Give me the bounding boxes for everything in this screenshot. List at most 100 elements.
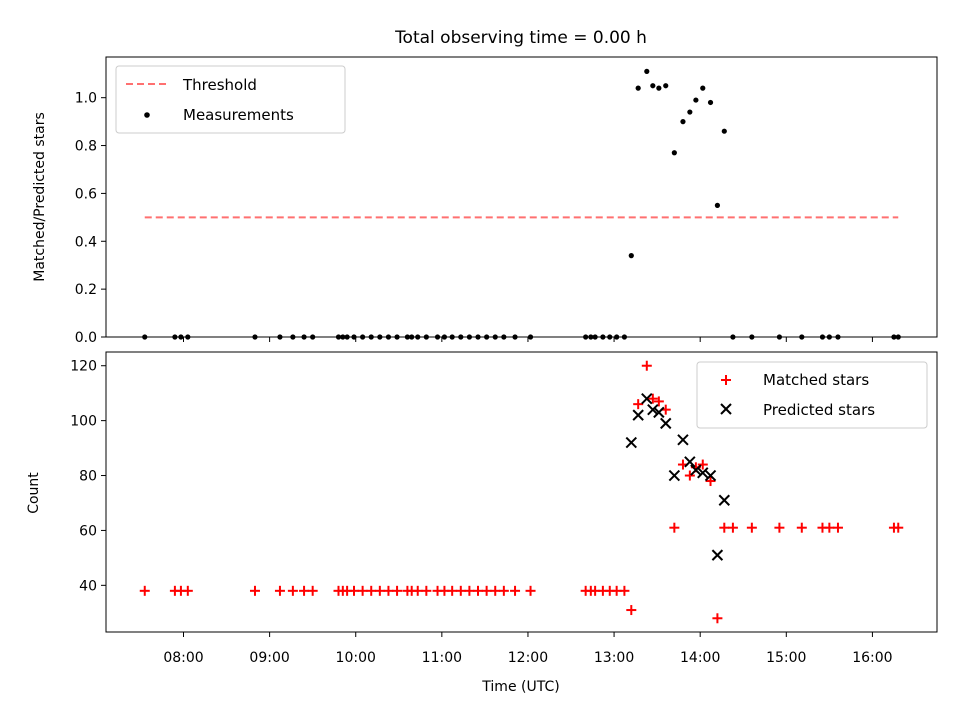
- bottom-xtick-label: 16:00: [852, 650, 892, 666]
- legend-predicted-swatch: [720, 403, 732, 415]
- matched-star-point: [366, 585, 377, 596]
- bottom-plot-frame: [105, 351, 938, 633]
- matched-star-point: [274, 585, 285, 596]
- top-ylabel: Matched/Predicted stars: [32, 112, 48, 282]
- legend-threshold-label: Threshold: [182, 76, 257, 94]
- matched-star-point: [619, 585, 630, 596]
- matched-star-point: [796, 522, 807, 533]
- measurement-point: [687, 109, 693, 115]
- predicted-star-point: [641, 392, 653, 405]
- bottom-ytick-label: 40: [79, 578, 97, 594]
- top-ytick-label: 0.8: [75, 139, 97, 155]
- matched-star-point: [299, 585, 310, 596]
- predicted-star-point: [647, 403, 659, 416]
- predicted-star-point: [668, 469, 681, 482]
- matched-star-point: [712, 613, 723, 624]
- matched-star-point: [374, 585, 385, 596]
- bottom-xtick-label: 14:00: [680, 650, 720, 666]
- predicted-star-point: [677, 434, 689, 446]
- measurement-point: [663, 83, 669, 89]
- measurement-point: [700, 85, 706, 91]
- matched-star-point: [421, 585, 432, 596]
- matched-star-point: [774, 522, 785, 533]
- predicted-star-point: [684, 456, 696, 468]
- matched-star-point: [481, 585, 492, 596]
- matched-star-point: [719, 522, 730, 533]
- bottom-ytick-label: 120: [70, 359, 97, 375]
- matched-star-point: [139, 585, 150, 596]
- matched-star-point: [307, 585, 318, 596]
- bottom-xtick-label: 15:00: [766, 650, 806, 666]
- bottom-xtick-label: 13:00: [594, 650, 634, 666]
- measurement-point: [721, 128, 727, 134]
- matched-star-point: [525, 585, 536, 596]
- top-legend: Threshold Measurements: [115, 65, 346, 134]
- predicted-star-point: [711, 549, 724, 561]
- predicted-star-point: [660, 417, 672, 430]
- matched-star-point: [653, 396, 664, 407]
- matched-star-point: [287, 585, 298, 596]
- predicted-star-point: [653, 406, 665, 419]
- matched-star-point: [392, 585, 403, 596]
- matched-star-point: [705, 476, 716, 487]
- measurement-point: [644, 68, 650, 74]
- bottom-panel: Count Time (UTC) 40 60 80 100 120 08:00 09:00 1…: [26, 351, 938, 695]
- matched-star-point: [249, 585, 260, 596]
- matched-star-point: [746, 522, 757, 533]
- matched-star-point: [510, 585, 521, 596]
- predicted-star-point: [690, 464, 702, 476]
- predicted-star-point: [697, 467, 709, 479]
- top-ytick-label: 0.0: [75, 330, 97, 346]
- bottom-ylabel: Count: [26, 472, 42, 514]
- bottom-xtick-label: 11:00: [422, 650, 462, 666]
- measurement-point: [656, 85, 662, 91]
- matched-star-point: [669, 522, 680, 533]
- matched-star-point: [349, 585, 360, 596]
- measurement-point: [707, 99, 714, 106]
- matched-star-point: [893, 522, 904, 533]
- top-ytick-label: 1.0: [75, 91, 97, 107]
- top-ytick-label: 0.2: [75, 282, 97, 298]
- matched-star-point: [383, 585, 394, 596]
- measurement-point: [635, 85, 641, 91]
- bottom-xtick-label: 12:00: [508, 650, 548, 666]
- legend-measurements-label: Measurements: [183, 106, 294, 124]
- measurement-point: [680, 119, 686, 125]
- bottom-legend: Matched stars Predicted stars: [696, 361, 928, 429]
- predicted-star-point: [625, 436, 638, 449]
- bottom-xtick-label: 08:00: [163, 650, 203, 666]
- top-plot-frame: [105, 56, 938, 338]
- matched-star-point: [412, 585, 423, 596]
- bottom-ytick-label: 100: [70, 414, 97, 430]
- measurement-point: [650, 83, 656, 89]
- matched-star-point: [641, 360, 652, 371]
- measurement-point: [671, 150, 677, 156]
- measurement-point: [693, 97, 699, 103]
- matched-star-point: [182, 585, 193, 596]
- legend-measurements-swatch: [144, 112, 150, 118]
- matched-star-point: [447, 585, 458, 596]
- matched-star-point: [455, 585, 466, 596]
- predicted-star-point: [704, 469, 717, 482]
- top-legend-box: [115, 65, 346, 134]
- legend-matched-swatch: [721, 375, 731, 385]
- matched-star-point: [464, 585, 475, 596]
- predicted-star-point: [632, 409, 644, 421]
- matched-star-point: [727, 522, 738, 533]
- legend-matched-label: Matched stars: [763, 371, 869, 389]
- matched-star-point: [684, 470, 695, 481]
- legend-predicted-label: Predicted stars: [763, 401, 875, 419]
- matched-star-point: [473, 585, 484, 596]
- top-ytick-label: 0.4: [75, 234, 97, 250]
- matched-star-point: [490, 585, 501, 596]
- bottom-xlabel: Time (UTC): [481, 679, 559, 695]
- bottom-ytick-label: 60: [79, 523, 97, 539]
- top-title: Total observing time = 0.00 h: [394, 28, 647, 48]
- matched-star-point: [498, 585, 509, 596]
- matched-star-point: [697, 459, 708, 470]
- top-panel: Total observing time = 0.00 h Matched/Pr…: [32, 28, 938, 346]
- matched-star-point: [832, 522, 843, 533]
- predicted-star-point: [718, 494, 731, 506]
- measurement-point: [714, 202, 721, 208]
